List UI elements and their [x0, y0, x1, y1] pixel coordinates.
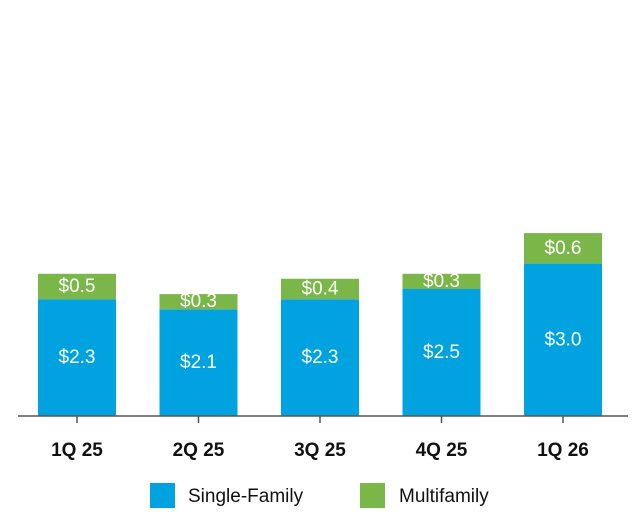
x-tick-label: 1Q 26 — [537, 440, 589, 461]
legend-label-single-family: Single-Family — [188, 486, 304, 507]
bar-single-family-1q25 — [38, 299, 116, 416]
bars-group: $2.3 $0.5 $2.1 $0.3 $2.3 $0.4 $2.5 $0.3 $3.0 $0.6 — [38, 233, 602, 416]
data-label-multifamily-1q26: $0.6 — [545, 238, 582, 259]
data-label-single-family-3q25: $2.3 — [302, 347, 339, 368]
bar-single-family-4q25 — [402, 289, 481, 416]
x-tick-label: 1Q 25 — [51, 440, 103, 461]
bar-single-family-3q25 — [281, 299, 359, 416]
bar-multifamily-1q26 — [524, 233, 602, 264]
bar-single-family-1q26 — [524, 263, 602, 416]
x-tick-label: 2Q 25 — [173, 440, 225, 461]
bar-multifamily-2q25 — [159, 294, 238, 310]
bar-multifamily-1q25 — [38, 273, 116, 300]
legend: Single-Family Multifamily — [150, 483, 489, 508]
data-label-single-family-1q26: $3.0 — [545, 329, 582, 350]
data-label-single-family-2q25: $2.1 — [180, 352, 217, 373]
bar-single-family-2q25 — [159, 309, 238, 416]
data-label-multifamily-1q25: $0.5 — [59, 276, 96, 297]
data-label-single-family-4q25: $2.5 — [423, 342, 460, 363]
data-label-multifamily-4q25: $0.3 — [423, 271, 460, 292]
bar-multifamily-4q25 — [402, 273, 481, 289]
data-label-multifamily-3q25: $0.4 — [302, 279, 339, 300]
x-tick-label: 3Q 25 — [294, 440, 346, 461]
legend-label-multifamily: Multifamily — [399, 486, 489, 507]
bar-multifamily-3q25 — [281, 278, 359, 300]
legend-swatch-multifamily — [360, 483, 385, 508]
x-axis-ticks: 1Q 25 2Q 25 3Q 25 4Q 25 1Q 26 — [51, 416, 589, 461]
legend-swatch-single-family — [150, 483, 175, 508]
data-label-multifamily-2q25: $0.3 — [180, 291, 217, 312]
x-tick-label: 4Q 25 — [416, 440, 468, 461]
data-label-single-family-1q25: $2.3 — [59, 347, 96, 368]
